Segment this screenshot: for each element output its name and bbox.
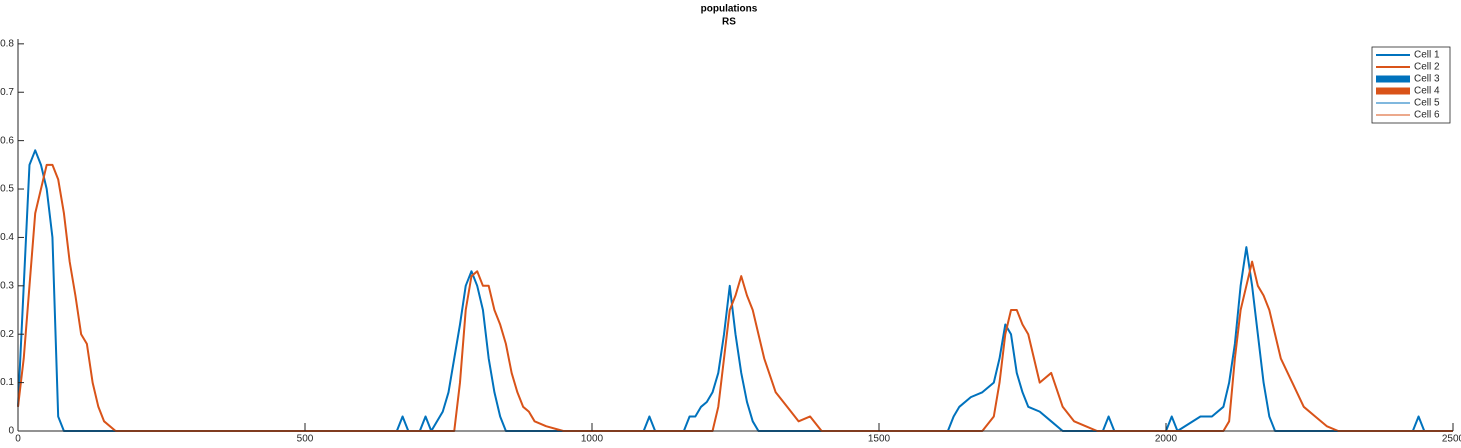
y-tick-label: 0.7 [0,87,14,98]
legend-label: Cell 1 [1414,50,1440,61]
legend-label: Cell 2 [1414,62,1440,73]
y-tick-label: 0.1 [0,377,14,388]
y-tick-label: 0.6 [0,135,14,146]
x-tick-label: 0 [15,434,21,445]
x-tick-label: 1500 [868,434,891,445]
x-tick-label: 2000 [1155,434,1178,445]
series-line [17,163,1453,432]
chart-title: populations [701,4,758,15]
legend-label: Cell 3 [1414,74,1440,85]
y-tick-label: 0.8 [0,38,14,49]
legend-box [1371,46,1451,124]
y-tick-label: 0.5 [0,184,14,195]
series-line [17,149,1453,432]
legend-label: Cell 5 [1414,98,1440,109]
y-tick-label: 0.3 [0,280,14,291]
chart-subtitle: RS [722,17,736,28]
y-tick-label: 0.2 [0,329,14,340]
x-tick-label: 2500 [1442,434,1461,445]
x-tick-label: 1000 [581,434,604,445]
legend-label: Cell 4 [1414,86,1440,97]
legend-label: Cell 6 [1414,110,1440,121]
x-tick-label: 500 [297,434,314,445]
y-tick-label: 0.4 [0,232,14,243]
y-tick-label: 0 [8,426,14,437]
